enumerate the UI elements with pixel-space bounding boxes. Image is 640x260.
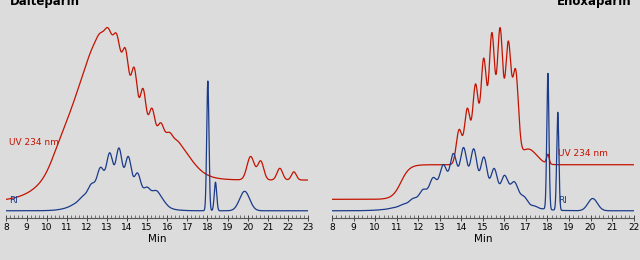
Text: RI: RI bbox=[10, 196, 19, 205]
X-axis label: Min: Min bbox=[474, 234, 492, 244]
Text: Dalteparin: Dalteparin bbox=[10, 0, 79, 8]
X-axis label: Min: Min bbox=[148, 234, 166, 244]
Text: UV 234 nm: UV 234 nm bbox=[558, 149, 608, 158]
Text: Enoxaparin: Enoxaparin bbox=[557, 0, 632, 8]
Text: UV 234 nm: UV 234 nm bbox=[10, 138, 60, 147]
Text: RI: RI bbox=[558, 196, 567, 205]
